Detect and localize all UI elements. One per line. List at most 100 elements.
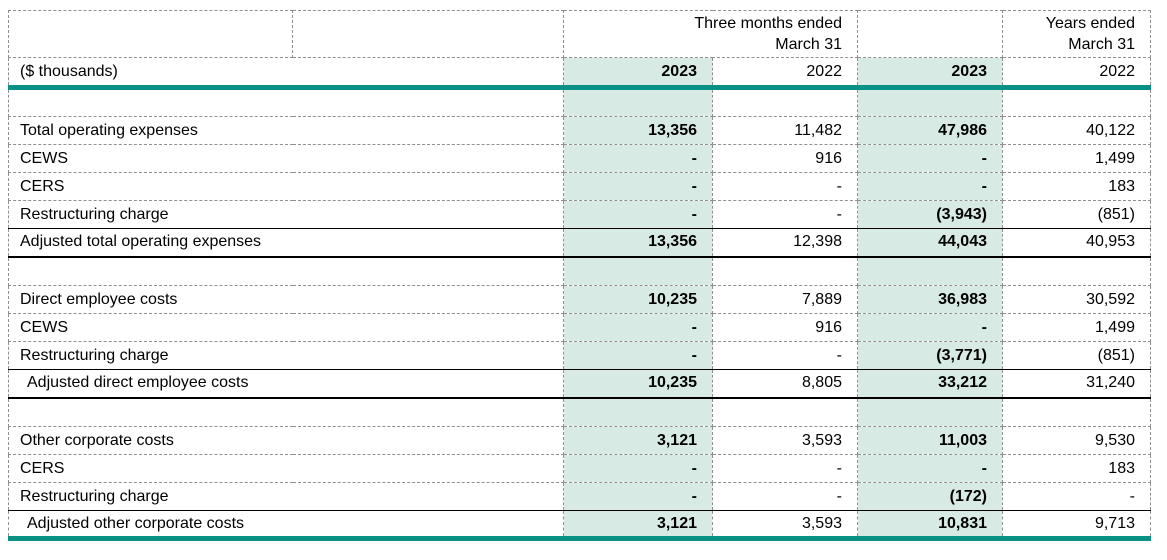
value-cell: 8,805 <box>712 369 858 399</box>
value-cell: 30,592 <box>1002 285 1151 314</box>
spacer-row <box>8 256 1151 286</box>
empty-cell <box>857 397 1003 427</box>
empty-cell <box>563 87 713 117</box>
value-cell: 13,356 <box>563 228 713 258</box>
three-months-ended-header: Three months ended March 31 <box>563 10 858 58</box>
row-label: CERS <box>8 172 564 201</box>
row-label: Direct employee costs <box>8 285 564 314</box>
period-line2: March 31 <box>775 36 842 53</box>
value-cell: - <box>563 200 713 229</box>
empty-cell <box>857 87 1003 117</box>
value-cell: 3,121 <box>563 510 713 541</box>
value-cell: - <box>712 341 858 370</box>
table-row: CERS - - -183 <box>8 454 1151 483</box>
year-column-header: 2022 <box>1002 57 1151 90</box>
row-label: Adjusted direct employee costs <box>8 369 564 399</box>
value-cell: - <box>563 454 713 483</box>
value-cell: 9,713 <box>1002 510 1151 541</box>
value-cell: 31,240 <box>1002 369 1151 399</box>
table-row: Total operating expenses 13,356 11,482 47,9… <box>8 116 1151 145</box>
table-row: Restructuring charge - - (3,943) (851) <box>8 200 1151 229</box>
years-ended-header: Years ended March 31 <box>1002 10 1151 58</box>
value-cell: 9,530 <box>1002 426 1151 455</box>
value-cell: 36,983 <box>857 285 1003 314</box>
value-cell: 33,212 <box>857 369 1003 399</box>
row-label: Adjusted other corporate costs <box>8 510 564 541</box>
value-cell: 3,593 <box>712 426 858 455</box>
value-cell: (3,943) <box>857 200 1003 229</box>
empty-cell <box>563 397 713 427</box>
value-cell: - <box>857 454 1003 483</box>
value-cell: 10,235 <box>563 369 713 399</box>
empty-cell <box>712 256 858 286</box>
value-cell: 40,953 <box>1002 228 1151 258</box>
value-cell: 916 <box>712 313 858 342</box>
table-row: Adjusted direct employee costs 10,235 8,80… <box>8 369 1151 399</box>
table-row: Adjusted other corporate costs 3,121 3,593… <box>8 510 1151 541</box>
empty-cell <box>8 10 293 58</box>
value-cell: - <box>563 313 713 342</box>
value-cell: (851) <box>1002 341 1151 370</box>
value-cell: 11,482 <box>712 116 858 145</box>
table-row: Restructuring charge - - (172) - <box>8 482 1151 511</box>
year-column-header: 2023 <box>857 57 1003 90</box>
empty-cell <box>1002 397 1151 427</box>
row-label: Total operating expenses <box>8 116 564 145</box>
table-row: Direct employee costs 10,235 7,889 36,983 30… <box>8 285 1151 314</box>
empty-cell <box>712 87 858 117</box>
empty-cell <box>563 256 713 286</box>
value-cell: 47,986 <box>857 116 1003 145</box>
spacer-row <box>8 397 1151 427</box>
financial-table: Three months ended March 31 Years ended … <box>8 10 1151 541</box>
period-line1: Three months ended <box>694 15 842 32</box>
value-cell: - <box>1002 482 1151 511</box>
value-cell: 3,593 <box>712 510 858 541</box>
value-cell: - <box>563 482 713 511</box>
table-row: CERS - - -183 <box>8 172 1151 201</box>
value-cell: - <box>857 144 1003 173</box>
row-label: CEWS <box>8 144 564 173</box>
value-cell: - <box>712 172 858 201</box>
value-cell: - <box>563 172 713 201</box>
value-cell: 7,889 <box>712 285 858 314</box>
row-label: Restructuring charge <box>8 341 564 370</box>
row-label: CERS <box>8 454 564 483</box>
empty-cell <box>857 256 1003 286</box>
spacer-row <box>8 87 1151 117</box>
row-label: Other corporate costs <box>8 426 564 455</box>
empty-cell <box>8 397 564 427</box>
value-cell: 1,499 <box>1002 144 1151 173</box>
value-cell: 1,499 <box>1002 313 1151 342</box>
value-cell: 3,121 <box>563 426 713 455</box>
table-body: Total operating expenses 13,356 11,482 47,9… <box>8 87 1151 541</box>
year-column-header: 2022 <box>712 57 858 90</box>
unit-label: ($ thousands) <box>8 57 564 90</box>
value-cell: - <box>712 454 858 483</box>
value-cell: 183 <box>1002 454 1151 483</box>
row-label: CEWS <box>8 313 564 342</box>
value-cell: 13,356 <box>563 116 713 145</box>
value-cell: (851) <box>1002 200 1151 229</box>
table-row: Restructuring charge - - (3,771) (851) <box>8 341 1151 370</box>
value-cell: 10,235 <box>563 285 713 314</box>
row-label: Adjusted total operating expenses <box>8 228 564 258</box>
value-cell: - <box>563 144 713 173</box>
value-cell: 183 <box>1002 172 1151 201</box>
value-cell: 40,122 <box>1002 116 1151 145</box>
empty-cell <box>857 10 1003 58</box>
empty-cell <box>1002 256 1151 286</box>
year-column-header: 2023 <box>563 57 713 90</box>
empty-cell <box>8 87 564 117</box>
period-line2: March 31 <box>1068 36 1135 53</box>
row-label: Restructuring charge <box>8 482 564 511</box>
value-cell: - <box>712 200 858 229</box>
period-header-row: Three months ended March 31 Years ended … <box>8 10 1151 58</box>
value-cell: - <box>563 341 713 370</box>
value-cell: - <box>712 482 858 511</box>
empty-cell <box>712 397 858 427</box>
value-cell: 44,043 <box>857 228 1003 258</box>
row-label: Restructuring charge <box>8 200 564 229</box>
table-row: Adjusted total operating expenses 13,356 1… <box>8 228 1151 258</box>
value-cell: - <box>857 172 1003 201</box>
